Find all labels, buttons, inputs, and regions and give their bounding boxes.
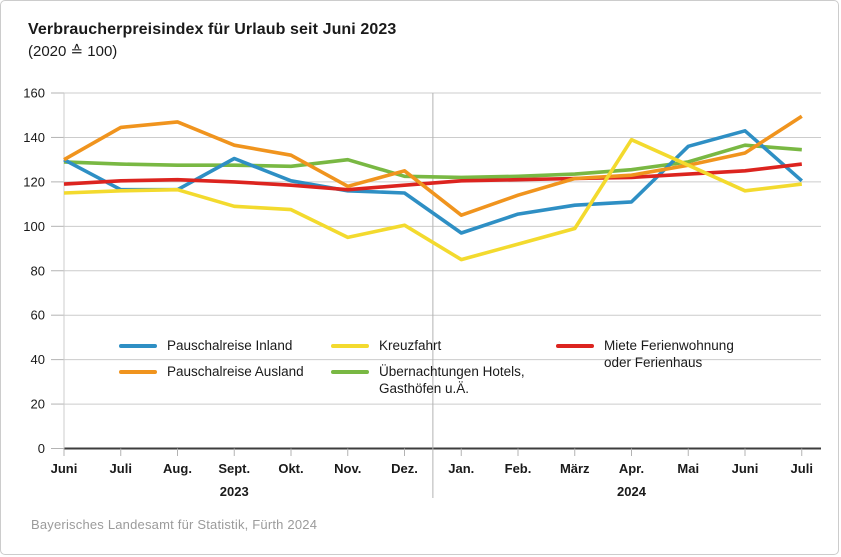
series-line-4	[63, 143, 802, 180]
y-axis-label: 120	[23, 174, 45, 189]
x-axis-label: Juli	[110, 461, 132, 476]
year-label: 2024	[617, 484, 647, 499]
y-axis-label: 0	[38, 441, 45, 456]
chart-subtitle: (2020 ≙ 100)	[28, 43, 118, 60]
x-axis-label: Sept.	[218, 461, 250, 476]
y-axis-label: 80	[31, 263, 45, 278]
x-axis-label: Apr.	[619, 461, 644, 476]
y-axis-label: 20	[31, 397, 45, 412]
x-axis-label: Dez.	[391, 461, 418, 476]
x-axis-label: März	[560, 461, 590, 476]
x-axis-label: Nov.	[334, 461, 361, 476]
series-line-1	[63, 129, 803, 235]
series-line-3	[63, 137, 803, 262]
x-axis-label: Mai	[677, 461, 699, 476]
line-chart-plot: 0 20 40 60 80 100 120 140 160 Juni Juli Aug. Sept. Ok…	[23, 86, 821, 499]
y-axis-label: 40	[31, 352, 45, 367]
chart-title: Verbraucherpreisindex für Urlaub seit Ju…	[28, 21, 397, 38]
x-axis-label: Jan.	[448, 461, 474, 476]
y-axis-label: 60	[31, 308, 45, 323]
y-axis-label: 160	[23, 86, 45, 101]
x-axis-label: Juni	[732, 461, 759, 476]
x-axis-label: Feb.	[505, 461, 532, 476]
series-line-2	[63, 114, 803, 217]
x-axis-label: Aug.	[163, 461, 192, 476]
series-line-5	[63, 162, 803, 192]
x-axis-label: Juli	[791, 461, 813, 476]
source-note: Bayerisches Landesamt für Statistik, Für…	[31, 517, 318, 532]
y-axis-label: 100	[23, 219, 45, 234]
x-axis-label: Okt.	[278, 461, 303, 476]
year-label: 2023	[220, 484, 249, 499]
y-axis-label: 140	[23, 130, 45, 145]
x-axis-label: Juni	[51, 461, 78, 476]
